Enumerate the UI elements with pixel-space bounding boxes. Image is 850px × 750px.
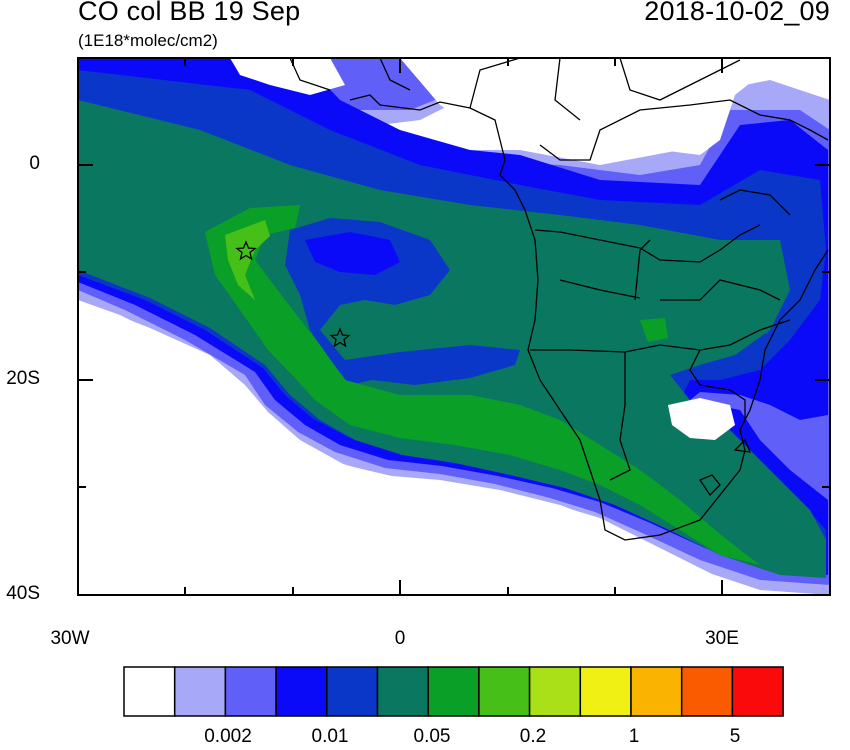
colorbar-swatch <box>427 666 480 717</box>
colorbar-swatch <box>630 666 683 717</box>
axis-ticks <box>77 58 830 596</box>
map-title: CO col BB 19 Sep <box>78 0 301 26</box>
colorbar-label: 0.01 <box>311 726 349 747</box>
colorbar-label: 5 <box>729 726 741 747</box>
y-label-40s: 40S <box>6 583 40 604</box>
x-label-30e: 30E <box>705 628 739 649</box>
colorbar-swatch <box>528 666 582 717</box>
colorbar-swatch <box>123 666 176 717</box>
colorbar-label: 0.2 <box>519 726 547 747</box>
star-marker <box>235 240 257 261</box>
colorbar-label: 0.05 <box>413 726 451 747</box>
plot-frame <box>77 57 831 596</box>
colorbar-swatch <box>579 666 632 717</box>
map-datetime: 2018-10-02_09 <box>644 0 830 26</box>
colorbar-label: 0.002 <box>204 726 252 747</box>
coastlines <box>289 58 829 541</box>
x-label-30w: 30W <box>50 628 90 649</box>
site-markers <box>235 240 351 348</box>
colorbar-swatch <box>173 666 227 717</box>
co-field <box>78 58 830 595</box>
units-label: (1E18*molec/cm2) <box>78 31 218 50</box>
colorbar-swatch <box>478 666 531 717</box>
colorbar-swatch <box>376 666 429 717</box>
colorbar-label: 1 <box>628 726 640 747</box>
colorbar <box>123 666 784 717</box>
x-label-0: 0 <box>394 628 406 649</box>
colorbar-swatch <box>731 666 784 717</box>
colorbar-swatch <box>224 666 277 717</box>
colorbar-swatch <box>275 666 328 717</box>
y-label-0: 0 <box>29 153 40 174</box>
y-label-20s: 20S <box>6 368 40 389</box>
colorbar-swatch <box>680 666 734 717</box>
colorbar-swatch <box>326 666 379 717</box>
star-marker <box>329 327 351 348</box>
